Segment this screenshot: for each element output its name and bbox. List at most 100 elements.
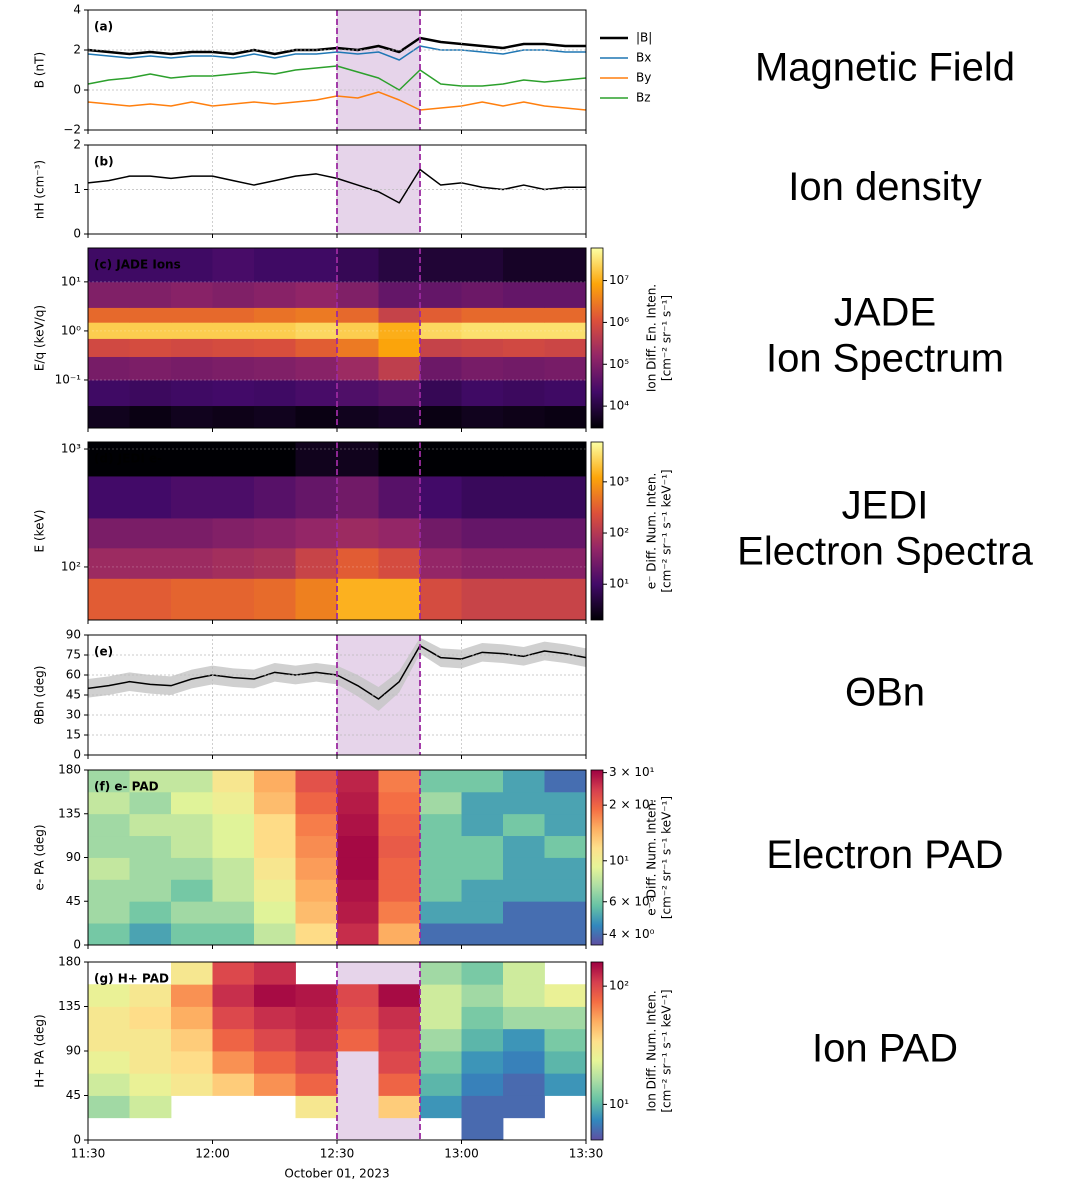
heatmap-cell [544,379,587,407]
heatmap-cell [254,923,296,946]
heatmap-cell [461,338,504,357]
panel-frame [87,961,587,1141]
heatmap-cell [420,356,462,381]
y-axis-label: H+ PA (deg) [33,1014,47,1087]
heatmap-cell [503,1095,545,1119]
heatmap-cell [171,879,213,902]
heatmap-cell [212,307,255,323]
heatmap-cell [171,248,213,283]
heatmap-cell [254,1006,296,1030]
heatmap-cell [212,770,255,793]
heatmap-cell [337,857,379,880]
colorbar-tick-label: 6 × 10⁰ [609,894,655,908]
heatmap-cell [129,356,172,381]
heatmap-cell [420,835,462,858]
heatmap-cell [378,1006,421,1030]
heatmap-cell [171,547,213,579]
heatmap-cell [212,547,255,579]
x-tick-label: 12:00 [195,1147,230,1161]
x-tick-label: 13:00 [444,1147,479,1161]
heatmap-cell [544,1006,587,1030]
heatmap-cell [212,476,255,519]
heatmap-cell [171,281,213,308]
heatmap-cell [129,901,172,924]
heatmap-cell [420,984,462,1007]
heatmap-cell [129,248,172,283]
x-tick-label: 11:30 [71,1147,106,1161]
side-label: JEDI [842,484,929,528]
heatmap-cell [295,835,338,858]
heatmap-cell [129,835,172,858]
heatmap-cell [171,338,213,357]
heatmap-cell [503,338,545,357]
heatmap-cell [254,405,296,429]
heatmap-cell [171,1051,213,1074]
y-axis-label: e- PA (deg) [33,825,47,891]
colorbar [590,247,604,429]
heatmap-cell [212,1028,255,1052]
heatmap-cell [295,1006,338,1030]
heatmap-cell [378,405,421,429]
heatmap-cell [420,923,462,946]
heatmap-cell [212,857,255,880]
heatmap-cell [544,338,587,357]
heatmap-cell [461,578,504,621]
heatmap-cell [88,281,130,308]
side-label: JADE [834,291,936,335]
colorbar-label: Ion Diff. Num. Inten. [645,990,659,1111]
colorbar-tick-label: 10³ [609,474,629,488]
heatmap-cell [129,879,172,902]
heatmap-cell [129,791,172,815]
heatmap-cell [461,1073,504,1096]
heatmap-cell [544,770,587,793]
heatmap-cell [88,518,130,549]
heatmap-cell [212,791,255,815]
highlight-region [337,145,420,234]
heatmap-cell [295,518,338,549]
y-tick-label: 180 [58,955,81,969]
heatmap-cell [212,322,255,339]
y-axis-label: E (keV) [33,510,47,553]
heatmap-cell [503,405,545,429]
heatmap-cell [337,923,379,946]
heatmap-cell [461,379,504,407]
heatmap-cell [337,770,379,793]
colorbar-label: [cm⁻² sr⁻¹ s⁻¹ keV⁻¹] [660,989,674,1112]
x-tick-label: 13:30 [569,1147,604,1161]
heatmap-cell [461,1051,504,1074]
heatmap-cell [420,1051,462,1074]
heatmap-cell [503,442,545,477]
heatmap-cell [420,476,462,519]
heatmap-cell [88,338,130,357]
heatmap-cell [503,1028,545,1052]
y-tick-label: 90 [66,628,81,642]
heatmap-cell [420,857,462,880]
heatmap-cell [171,984,213,1007]
heatmap-cell [295,1028,338,1052]
heatmap-cell [461,879,504,902]
colorbar [590,441,604,621]
heatmap-cell [171,857,213,880]
heatmap-cell [295,379,338,407]
heatmap-cell [420,248,462,283]
heatmap-cell [88,857,130,880]
heatmap-cell [378,281,421,308]
heatmap-cell [378,578,421,621]
heatmap-cell [129,322,172,339]
colorbar-tick-label: 4 × 10⁰ [609,927,655,941]
heatmap-cell [337,835,379,858]
heatmap-cell [461,857,504,880]
heatmap-cell [171,442,213,477]
heatmap-cell [129,923,172,946]
heatmap-cell [337,322,379,339]
y-tick-label: −2 [63,123,81,137]
heatmap-cell [88,1095,130,1119]
heatmap-cell [378,442,421,477]
heatmap-cell [378,248,421,283]
y-tick-label: 30 [66,708,81,722]
y-tick-label: 180 [58,763,81,777]
heatmap-cell [212,379,255,407]
heatmap-cell [378,379,421,407]
heatmap-cell [212,1073,255,1096]
heatmap-cell [212,356,255,381]
